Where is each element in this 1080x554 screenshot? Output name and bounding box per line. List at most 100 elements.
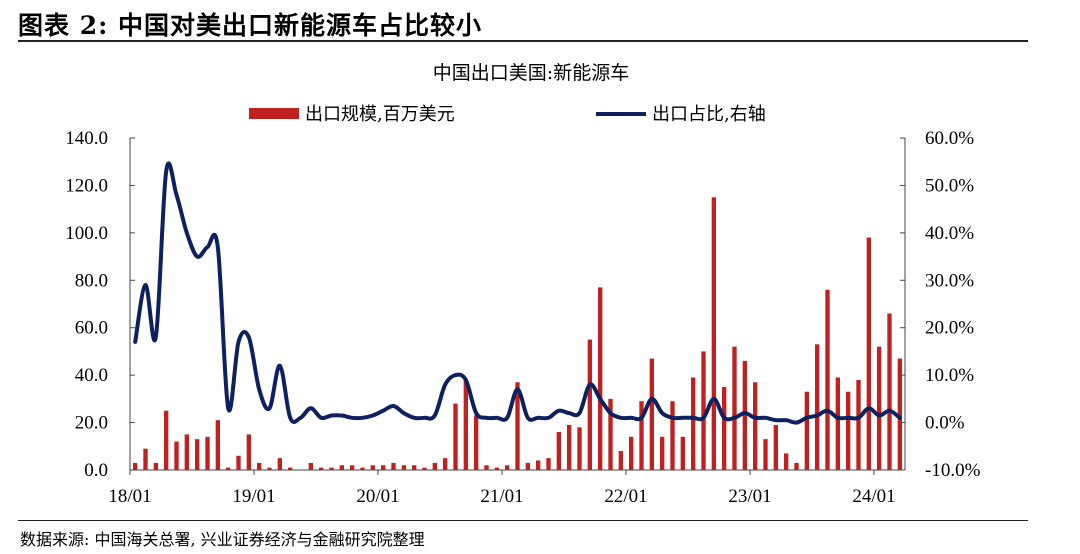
line-point bbox=[351, 417, 353, 419]
line-point bbox=[878, 415, 880, 416]
bar bbox=[887, 313, 892, 470]
bar bbox=[814, 344, 820, 470]
bar bbox=[484, 465, 489, 470]
bar bbox=[360, 467, 365, 470]
bar bbox=[411, 465, 417, 470]
line-point bbox=[816, 415, 818, 416]
bar bbox=[721, 387, 727, 470]
legend: 出口规模,百万美元 出口占比,右轴 bbox=[249, 104, 766, 125]
line-point bbox=[899, 417, 901, 419]
line-point bbox=[310, 407, 312, 409]
bar bbox=[349, 465, 355, 470]
bar bbox=[546, 458, 551, 470]
bar bbox=[132, 462, 138, 470]
line-point bbox=[145, 284, 146, 286]
bar bbox=[525, 462, 531, 470]
y-right-tick-label: -10.0% bbox=[925, 460, 981, 481]
bar bbox=[463, 379, 469, 470]
y-right-tick-label: 0.0% bbox=[925, 413, 965, 434]
bar bbox=[845, 391, 851, 470]
bar bbox=[504, 465, 510, 470]
line-point bbox=[289, 417, 291, 419]
line-point bbox=[641, 417, 642, 419]
line-point bbox=[744, 412, 746, 414]
bar bbox=[701, 351, 706, 470]
bar bbox=[453, 403, 458, 470]
bar bbox=[659, 436, 665, 470]
line-point bbox=[568, 412, 570, 414]
chart-title: 中国出口美国:新能源车 bbox=[433, 62, 629, 84]
bar bbox=[794, 462, 799, 470]
bar bbox=[577, 427, 582, 470]
line-point bbox=[403, 412, 405, 414]
line-point bbox=[703, 417, 704, 419]
bar bbox=[804, 391, 810, 470]
bar bbox=[711, 197, 717, 471]
line-point bbox=[734, 417, 735, 419]
bar bbox=[256, 462, 262, 470]
line-point bbox=[186, 232, 188, 234]
bar bbox=[318, 467, 324, 470]
line-point bbox=[858, 417, 859, 419]
line-point bbox=[765, 417, 766, 419]
legend-line-label: 出口占比,右轴 bbox=[652, 104, 766, 125]
line-point bbox=[465, 379, 467, 381]
line-point bbox=[651, 398, 653, 400]
figure-title: 图表 2: 中国对美出口新能源车占比较小 bbox=[18, 11, 483, 40]
line-point bbox=[227, 407, 229, 409]
bar-series bbox=[132, 197, 903, 471]
bar bbox=[153, 462, 159, 470]
line-point bbox=[610, 412, 611, 414]
bar bbox=[370, 465, 376, 470]
bar bbox=[174, 441, 179, 470]
line-point bbox=[775, 419, 777, 421]
bar bbox=[442, 458, 448, 470]
x-tick-label: 24/01 bbox=[852, 486, 895, 507]
line-point bbox=[837, 417, 839, 419]
x-tick-label: 18/01 bbox=[108, 486, 151, 507]
bar bbox=[339, 465, 345, 470]
bar bbox=[194, 439, 200, 470]
bar bbox=[732, 346, 737, 470]
y-left-tick-label: 140.0 bbox=[65, 128, 108, 149]
x-tick-label: 23/01 bbox=[728, 486, 771, 507]
line-point bbox=[889, 410, 890, 412]
bar bbox=[432, 462, 438, 470]
bar bbox=[752, 382, 758, 470]
bar bbox=[277, 458, 283, 470]
line-point bbox=[382, 410, 384, 412]
line-point bbox=[486, 417, 487, 419]
line-point bbox=[269, 407, 270, 409]
line-point bbox=[165, 170, 167, 172]
line-point bbox=[300, 417, 301, 419]
bar bbox=[670, 401, 675, 470]
y-left-tick-label: 100.0 bbox=[65, 223, 108, 244]
bar bbox=[876, 346, 882, 470]
bar bbox=[391, 462, 396, 470]
line-point bbox=[517, 388, 518, 390]
bar bbox=[680, 436, 686, 470]
line-point bbox=[661, 412, 663, 414]
line-point bbox=[155, 336, 157, 338]
bar bbox=[556, 432, 562, 470]
bar bbox=[763, 439, 768, 470]
bar bbox=[856, 379, 861, 470]
line-point bbox=[754, 417, 756, 419]
bar bbox=[329, 467, 334, 470]
line-point bbox=[196, 256, 198, 258]
line-point bbox=[279, 365, 281, 367]
line-point bbox=[548, 417, 549, 419]
bar bbox=[246, 434, 252, 470]
line-point bbox=[620, 417, 622, 419]
line-point bbox=[134, 341, 136, 343]
line-point bbox=[868, 407, 870, 409]
bar bbox=[422, 467, 427, 470]
y-right-tick-label: 50.0% bbox=[925, 175, 974, 196]
bar bbox=[287, 467, 293, 470]
bar bbox=[690, 377, 696, 470]
bar bbox=[215, 420, 221, 470]
bar bbox=[380, 465, 386, 470]
y-left-tick-label: 0.0 bbox=[84, 460, 108, 481]
line-point bbox=[827, 410, 828, 412]
